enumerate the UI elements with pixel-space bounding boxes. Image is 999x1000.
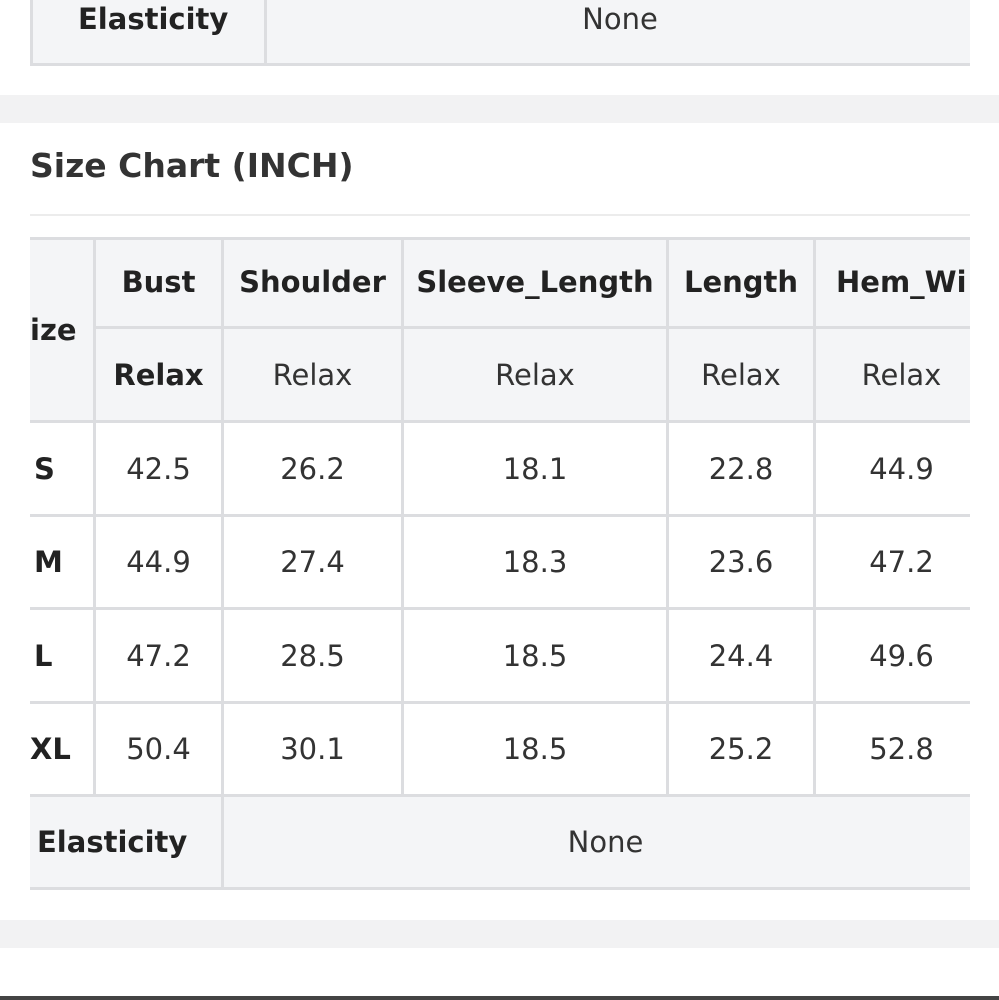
- measurement: 47.2: [96, 610, 224, 704]
- size-label: M: [30, 517, 96, 610]
- section-title: Size Chart (INCH): [30, 146, 354, 185]
- measurement: 26.2: [224, 423, 404, 517]
- measurement: 49.6: [816, 610, 970, 704]
- fit-header: Relax: [669, 329, 816, 423]
- band: [0, 920, 999, 948]
- top-table: Elasticity None: [30, 0, 970, 66]
- bottom-line: [0, 996, 999, 1000]
- column-header: Bust: [96, 240, 224, 329]
- top-label: Elasticity: [33, 0, 267, 63]
- measurement: 30.1: [224, 704, 404, 797]
- fit-header: Relax: [224, 329, 404, 423]
- measurement: 47.2: [816, 517, 970, 610]
- band: [0, 95, 999, 123]
- size-table: ize Bust Relax Shoulder Relax Sleeve_Length Re…: [30, 237, 970, 891]
- corner-header: ize: [30, 240, 96, 423]
- footer-value: None: [224, 797, 970, 890]
- measurement: 44.9: [96, 517, 224, 610]
- measurement: 18.5: [404, 610, 669, 704]
- measurement: 52.8: [816, 704, 970, 797]
- fit-header: Relax: [96, 329, 224, 423]
- size-label: S: [30, 423, 96, 517]
- measurement: 27.4: [224, 517, 404, 610]
- fit-header: Relax: [404, 329, 669, 423]
- measurement: 24.4: [669, 610, 816, 704]
- size-label: XL: [30, 704, 96, 797]
- measurement: 28.5: [224, 610, 404, 704]
- measurement: 18.1: [404, 423, 669, 517]
- measurement: 50.4: [96, 704, 224, 797]
- divider: [30, 214, 970, 216]
- measurement: 44.9: [816, 423, 970, 517]
- measurement: 22.8: [669, 423, 816, 517]
- top-value: None: [582, 2, 658, 36]
- column-header: Sleeve_Length: [404, 240, 669, 329]
- measurement: 42.5: [96, 423, 224, 517]
- column-header: Hem_Wi: [816, 240, 970, 329]
- column-header: Length: [669, 240, 816, 329]
- measurement: 18.3: [404, 517, 669, 610]
- footer-label: Elasticity: [30, 797, 224, 890]
- size-label: L: [30, 610, 96, 704]
- measurement: 25.2: [669, 704, 816, 797]
- fit-header: Relax: [816, 329, 970, 423]
- column-header: Shoulder: [224, 240, 404, 329]
- measurement: 18.5: [404, 704, 669, 797]
- measurement: 23.6: [669, 517, 816, 610]
